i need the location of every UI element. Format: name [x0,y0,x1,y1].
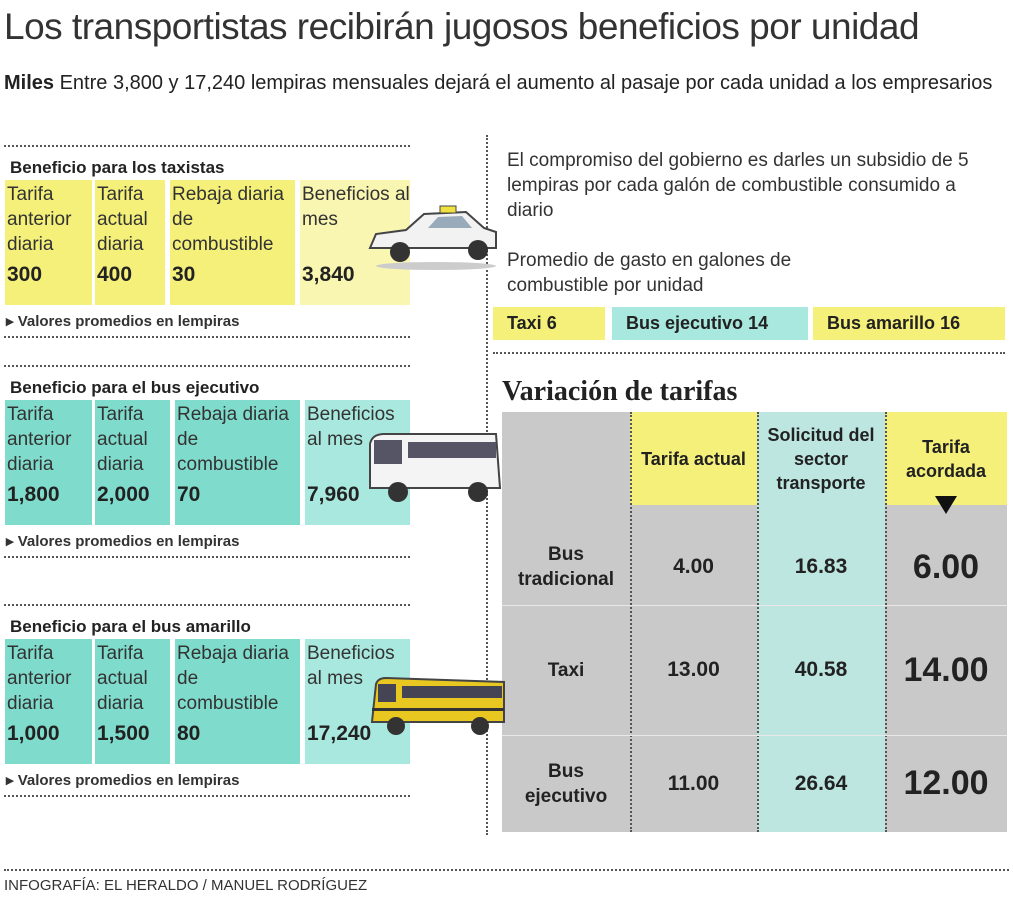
bus-amarillo-icon [370,676,505,735]
arrow [935,496,957,514]
chip-value: 14 [748,313,769,333]
cell-value: 7,960 [307,483,360,506]
cell-value: 17,240 [307,722,372,745]
col-divider [630,412,632,832]
cell-value: 2,000 [97,483,150,506]
cell-value: 3,840 [302,263,355,286]
value-cell: 16.83 [794,555,848,578]
chip-label: Bus amarillo [827,313,936,333]
chip-label: Taxi [507,313,542,333]
title: Los transportistas recibirán jugosos ben… [4,6,920,47]
note-text: Valores promedios en lempiras [17,313,240,330]
value-cell: 26.64 [794,771,848,795]
cell [95,180,165,305]
cell [5,639,92,764]
column-header: Tarifa actual diaria [97,404,148,475]
header-cell: Solicitud del sector transporte [757,412,885,505]
credit: INFOGRAFÍA: EL HERALDO / MANUEL RODRÍGUE… [4,877,368,894]
agreed-value: 14.00 [903,650,989,689]
chip-value: 16 [940,313,961,333]
column-header: Tarifa actual diaria [97,643,148,714]
note: ▸ Valores promedios en lempiras [6,771,239,789]
value-cell: 4.00 [673,555,714,578]
column-header: Tarifa anterior diaria [7,643,72,714]
row-label: Taxi [547,659,585,681]
row-divider [502,605,1007,606]
cell-value: 70 [177,483,201,506]
col-divider [757,412,759,832]
cell-value: 80 [177,722,201,745]
bus-ejecutivo-icon [369,433,502,502]
divider [4,336,410,338]
col-divider [885,412,887,832]
table-title: Variación de tarifas [502,376,738,407]
column-header: Beneficios al mes [307,404,395,450]
cell [175,400,300,525]
divider [493,352,1005,354]
note-text: Valores promedios en lempiras [17,533,240,550]
note: ▸ Valores promedios en lempiras [6,312,239,330]
cell [170,180,295,305]
row-label: Bus tradicional [517,544,615,590]
cell-value: 1,500 [97,722,150,745]
chip: Bus ejecutivo 14 [612,307,808,340]
lead-bold: Miles [4,72,55,94]
cell-value: 400 [97,263,133,286]
lead: Miles Entre 3,800 y 17,240 lempiras mens… [4,70,994,96]
column-header: Tarifa anterior diaria [7,404,72,475]
agreed-value: 6.00 [912,547,980,586]
chip-label: Bus ejecutivo [626,313,744,333]
header-cell: Tarifa acordada [885,412,1007,505]
column-header: Tarifa anterior diaria [7,184,72,255]
divider [4,795,410,797]
cell [5,400,92,525]
value-cell: 11.00 [667,771,720,795]
cell [175,639,300,764]
subsidy-text: El compromiso del gobierno es darles un … [507,150,969,221]
note-text: Valores promedios en lempiras [17,772,240,789]
cell [95,639,170,764]
divider [4,145,410,147]
avg-title: Promedio de gasto en galones de combusti… [507,250,792,296]
cell [5,180,92,305]
cell-value: 30 [172,263,196,286]
column-header: Rebaja diaria de combustible [177,404,289,475]
column-header: Tarifa actual diaria [97,184,148,255]
cell [95,400,170,525]
row-divider [502,735,1007,736]
value-cell: 13.00 [667,658,720,681]
bullet: ▸ [6,313,18,330]
block-title: Beneficio para el bus ejecutivo [10,378,260,397]
column-header: Rebaja diaria de combustible [177,643,289,714]
chip-value: 6 [546,313,557,333]
bullet: ▸ [6,772,18,789]
cell-value: 300 [7,263,43,286]
taxi-icon [368,205,497,270]
agreed-value: 12.00 [903,764,989,802]
divider [4,869,1009,871]
block-title: Beneficio para los taxistas [10,158,225,177]
lead-text: Entre 3,800 y 17,240 lempiras mensuales … [59,72,993,94]
column-header: Rebaja diaria de combustible [172,184,284,255]
block-title: Beneficio para el bus amarillo [10,617,251,636]
column-header: Beneficios al mes [307,643,395,689]
row-label: Bus ejecutivo [524,760,608,807]
value-cell: 40.58 [794,658,848,681]
bullet: ▸ [6,533,18,550]
divider [4,604,410,606]
column-header: Beneficios al mes [302,184,410,230]
divider [4,365,410,367]
chip: Bus amarillo 16 [813,307,1005,340]
divider [4,556,410,558]
cell-value: 1,800 [7,483,60,506]
chip: Taxi 6 [493,307,605,340]
note: ▸ Valores promedios en lempiras [6,532,239,550]
cell-value: 1,000 [7,722,60,745]
header-cell: Tarifa actual [630,412,757,505]
